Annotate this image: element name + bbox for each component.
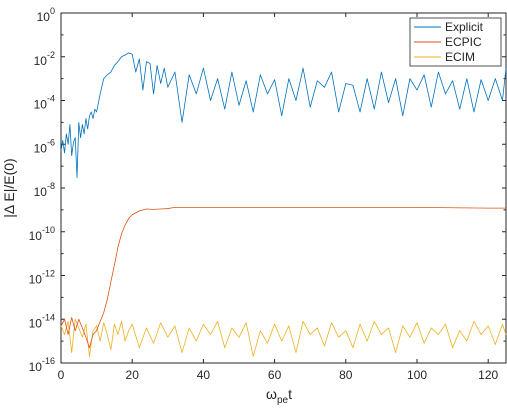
x-tick-label: 120	[478, 368, 498, 382]
x-tick-label: 0	[58, 368, 65, 382]
y-tick-label: 10-8	[34, 181, 55, 199]
x-tick-label: 60	[268, 368, 282, 382]
y-tick-label: 10-2	[34, 50, 55, 68]
series-line-explicit	[60, 52, 507, 178]
y-tick-label: 100	[37, 6, 55, 24]
series-line-ecpic	[60, 206, 506, 349]
y-tick-label: 10-12	[29, 269, 55, 287]
y-axis-label: |Δ E|/E(0)	[1, 158, 17, 217]
series-line-ecim	[60, 318, 507, 357]
legend-label-ecpic: ECPIC	[445, 35, 482, 49]
x-tick-label: 80	[339, 368, 353, 382]
legend: Explicit ECPIC ECIM	[409, 17, 502, 67]
y-tick-label: 10-14	[29, 312, 55, 330]
x-axis-ticks: 0 20 40 60 80 100 120	[58, 13, 499, 382]
y-tick-label: 10-4	[34, 94, 55, 112]
legend-label-ecim: ECIM	[445, 50, 475, 64]
plot-area	[60, 12, 507, 364]
x-tick-label: 100	[407, 368, 427, 382]
y-axis-ticks: 10-16 10-14 10-12 10-10 10-8 10-6 10-4 10-2 100	[29, 6, 506, 374]
x-tick-label: 20	[126, 368, 140, 382]
y-tick-label: 10-16	[29, 356, 55, 374]
series-layer	[60, 52, 507, 357]
x-axis-label: ωpet	[266, 386, 292, 406]
y-tick-label: 10-6	[34, 137, 55, 155]
legend-label-explicit: Explicit	[445, 20, 484, 34]
x-tick-label: 40	[197, 368, 211, 382]
y-tick-label: 10-10	[29, 225, 55, 243]
